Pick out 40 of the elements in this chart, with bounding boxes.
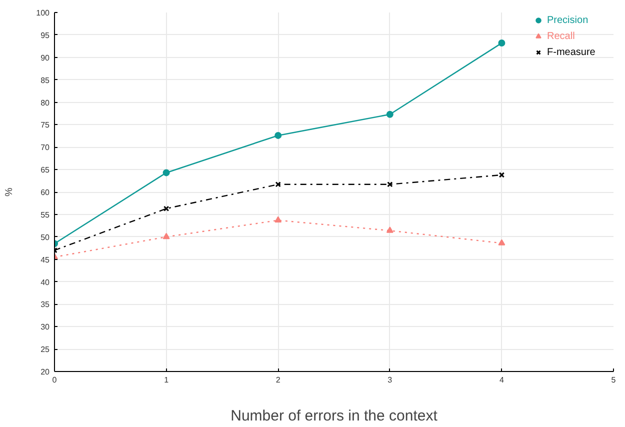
y-tick-label: 80 [40, 98, 50, 108]
point [386, 226, 394, 233]
point [274, 216, 282, 223]
x-tick-label: 0 [52, 376, 58, 384]
y-tick-label: 20 [40, 368, 50, 376]
y-axis-title: % [4, 187, 16, 196]
point [162, 169, 170, 176]
y-tick-label: 25 [40, 345, 50, 354]
legend-label: F-measure [547, 46, 596, 59]
point [498, 239, 506, 246]
x-tick-label: 1 [164, 376, 170, 384]
y-tick-label: 70 [40, 143, 50, 152]
point [498, 172, 505, 178]
y-tick-label: 35 [40, 300, 50, 310]
point [386, 110, 394, 118]
y-tick-label: 30 [40, 322, 50, 332]
point [275, 182, 281, 188]
y-tick-label: 90 [40, 53, 50, 62]
y-tick-label: 65 [40, 166, 50, 175]
x-tick-label: 5 [611, 376, 616, 384]
point [274, 132, 282, 139]
point [163, 206, 170, 212]
point [498, 40, 506, 47]
y-tick-label: 75 [40, 120, 50, 130]
y-tick-label: 60 [40, 188, 50, 197]
y-tick-label: 55 [40, 210, 50, 220]
point [162, 232, 170, 240]
legend-label: Recall [547, 30, 575, 43]
y-tick-label: 100 [36, 8, 50, 18]
y-tick-label: 40 [40, 278, 50, 287]
point [387, 182, 393, 188]
x-tick-label: 3 [388, 376, 393, 384]
x-tick-label: 2 [276, 376, 281, 384]
y-tick-label: 45 [40, 255, 50, 264]
legend-label: Precision [547, 14, 588, 27]
x-tick-label: 4 [499, 376, 504, 384]
x-axis-title: Number of errors in the context [230, 408, 438, 424]
y-tick-label: 95 [40, 30, 50, 40]
y-tick-label: 50 [40, 232, 50, 242]
y-tick-label: 85 [40, 76, 50, 85]
